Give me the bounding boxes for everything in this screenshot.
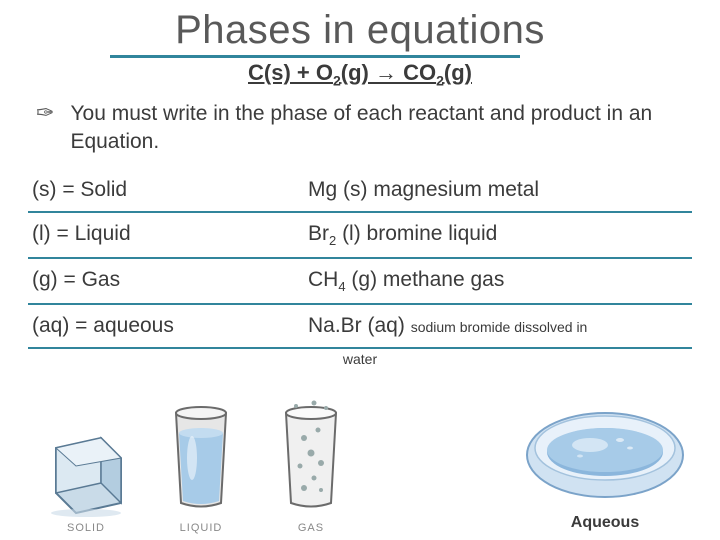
- ice-cube-icon: [36, 408, 136, 518]
- phase-example-cell: Mg (s) magnesium metal: [308, 178, 692, 202]
- table-row: (g) = GasCH4 (g) methane gas: [28, 259, 692, 305]
- bullet-text: You must write in the phase of each reac…: [70, 100, 690, 155]
- solid-figure: SOLID: [36, 408, 136, 540]
- phase-symbol-cell: (s) = Solid: [28, 178, 308, 202]
- bullet-icon: ✑: [36, 100, 54, 155]
- aqueous-figure: Aqueous: [520, 400, 690, 540]
- table-row: (aq) = aqueousNa.Br (aq) sodium bromide …: [28, 305, 692, 349]
- phase-symbol-cell: (l) = Liquid: [28, 222, 308, 248]
- page-title: Phases in equations: [0, 0, 720, 53]
- gas-figure: GAS: [266, 398, 356, 540]
- table-row: (l) = LiquidBr2 (l) bromine liquid: [28, 213, 692, 259]
- liquid-label: LIQUID: [180, 522, 223, 534]
- phases-table: (s) = SolidMg (s) magnesium metal(l) = L…: [28, 169, 692, 349]
- gas-label: GAS: [298, 522, 324, 534]
- phase-symbol-cell: (g) = Gas: [28, 268, 308, 294]
- aqueous-caption: Aqueous: [520, 514, 690, 532]
- table-row: (s) = SolidMg (s) magnesium metal: [28, 169, 692, 213]
- gas-glass-icon: [266, 398, 356, 518]
- liquid-figure: LIQUID: [156, 398, 246, 540]
- phase-example-cell: Na.Br (aq) sodium bromide dissolved in: [308, 314, 692, 338]
- aqueous-bowl-icon: [520, 400, 690, 510]
- images-row: SOLID LIQUID GAS: [30, 365, 690, 540]
- bullet-row: ✑ You must write in the phase of each re…: [30, 100, 690, 155]
- equation: C(s) + O2(g) → CO2(g): [0, 60, 720, 88]
- solid-label: SOLID: [67, 522, 105, 534]
- water-glass-icon: [156, 398, 246, 518]
- phase-example-cell: CH4 (g) methane gas: [308, 268, 692, 294]
- phase-symbol-cell: (aq) = aqueous: [28, 314, 308, 338]
- title-underline: [110, 55, 520, 58]
- phase-example-cell: Br2 (l) bromine liquid: [308, 222, 692, 248]
